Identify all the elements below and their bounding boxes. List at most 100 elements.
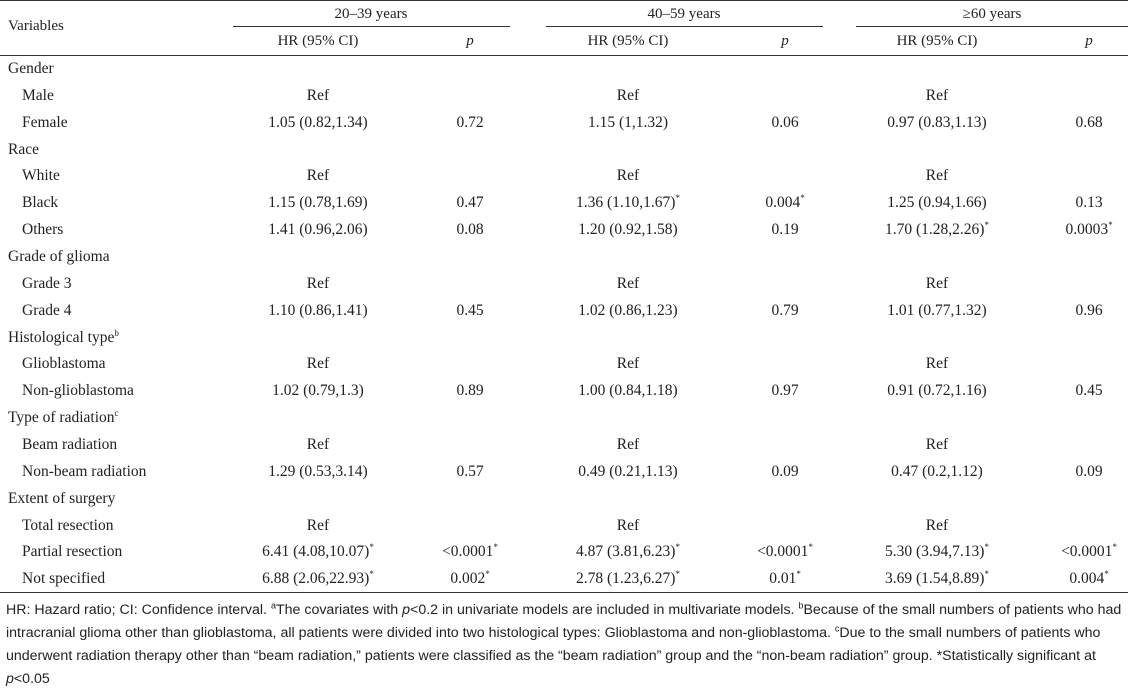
cell-value: 0.19 (771, 221, 799, 239)
hr-ci-cell: 5.30 (3.94,7.13)* (885, 539, 989, 566)
cell-value: 1.01 (0.77,1.32) (887, 301, 987, 319)
row-label-text: Beam radiation (22, 436, 118, 454)
hr-ci-cell: 1.02 (0.79,1.3) (272, 378, 364, 405)
row-group-label: Grade of glioma (8, 244, 110, 271)
hr-ci-cell: 1.36 (1.10,1.67)* (576, 190, 680, 217)
p-value-cell: 0.89 (456, 378, 483, 405)
p-value-cell: 0.79 (771, 298, 798, 325)
hr-ci-cell: 1.05 (0.82,1.34) (268, 110, 367, 137)
row-label-text: Non-beam radiation (22, 462, 147, 480)
hr-ci-cell: 1.15 (0.78,1.69) (268, 190, 367, 217)
cell-value: 0.49 (0.21,1.13) (578, 462, 678, 480)
header-group-3: ≥60 years (962, 6, 1022, 22)
significance-marker: * (369, 542, 374, 553)
cell-value: 0.06 (771, 113, 799, 131)
header-variables: Variables (8, 18, 64, 34)
row-sublabel: Non-glioblastoma (22, 378, 134, 405)
table-row: Grade 4 1.10 (0.86,1.41) 0.45 1.02 (0.86,1.… (0, 298, 1128, 325)
hr-ci-cell: Ref (617, 351, 639, 378)
header-hr-3: HR (95% CI) (896, 33, 978, 49)
cell-value: Ref (925, 274, 949, 292)
cell-value: 0.01 (769, 570, 797, 588)
cell-value: 0.47 (0.2,1.12) (891, 462, 983, 480)
p-value-cell: 0.72 (456, 110, 483, 137)
significance-marker: * (984, 569, 989, 580)
footnote-text: <0.05 (13, 671, 50, 687)
header-p-1: p (466, 33, 474, 49)
row-sublabel: Male (22, 83, 54, 110)
p-value-cell: 0.47 (456, 190, 483, 217)
hr-ci-cell: Ref (617, 163, 639, 190)
cell-value: 0.004 (765, 194, 801, 212)
header-group-2: 40–59 years (647, 6, 721, 22)
hr-ci-cell: Ref (307, 432, 329, 459)
hr-ci-cell: 1.00 (0.84,1.18) (578, 378, 677, 405)
significance-marker: * (675, 569, 680, 580)
hr-ci-cell: Ref (617, 271, 639, 298)
row-label-text: Histological type (8, 328, 115, 346)
cell-value: Ref (306, 355, 330, 373)
p-value-cell: 0.0003* (1065, 217, 1112, 244)
p-value-cell: 0.96 (1075, 298, 1102, 325)
row-sublabel: Glioblastoma (22, 351, 106, 378)
table-row: Others 1.41 (0.96,2.06) 0.08 1.20 (0.92,1.5… (0, 217, 1128, 244)
cell-value: 1.00 (0.84,1.18) (578, 382, 678, 400)
p-value-cell: 0.19 (771, 217, 798, 244)
footnote-p-italic: p (402, 602, 411, 618)
cell-value: 1.36 (1.10,1.67) (576, 194, 676, 212)
p-value-cell: 0.45 (1075, 378, 1102, 405)
significance-marker: * (485, 569, 490, 580)
significance-marker: * (1104, 569, 1109, 580)
cell-value: 0.13 (1075, 194, 1103, 212)
table-row: Beam radiation Ref Ref Ref (0, 432, 1128, 459)
table-row: Gender (0, 56, 1128, 83)
hr-ci-cell: Ref (307, 513, 329, 540)
table-row: Histological typeb (0, 325, 1128, 352)
table-row: Black 1.15 (0.78,1.69) 0.47 1.36 (1.10,1.67… (0, 190, 1128, 217)
hr-ci-cell: Ref (307, 351, 329, 378)
significance-marker: * (675, 542, 680, 553)
table-row: Total resection Ref Ref Ref (0, 513, 1128, 540)
cell-value: Ref (616, 355, 640, 373)
footnote-marker-a: a (270, 600, 276, 611)
row-label-text: Not specified (22, 570, 106, 588)
header-group-1: 20–39 years (334, 6, 408, 22)
cell-value: 6.88 (2.06,22.93) (262, 570, 370, 588)
cell-value: 1.15 (0.78,1.69) (268, 194, 368, 212)
row-sublabel: Beam radiation (22, 432, 117, 459)
table-row: Non-glioblastoma 1.02 (0.79,1.3) 0.89 1.00 … (0, 378, 1128, 405)
row-label-text: Others (22, 221, 64, 239)
cell-value: 0.08 (456, 221, 484, 239)
hr-ci-cell: Ref (307, 271, 329, 298)
significance-marker: * (369, 569, 374, 580)
cell-value: Ref (306, 436, 330, 454)
significance-marker: * (984, 220, 989, 230)
hr-ci-cell: Ref (617, 432, 639, 459)
cell-value: 0.91 (0.72,1.16) (887, 382, 987, 400)
cell-value: 0.97 (771, 382, 799, 400)
cell-value: 0.09 (771, 462, 799, 480)
cell-value: Ref (925, 516, 949, 534)
cell-value: Ref (925, 86, 949, 104)
row-group-label: Type of radiationc (8, 405, 119, 432)
hr-ci-cell: 0.49 (0.21,1.13) (578, 459, 677, 486)
row-label-text: Extent of surgery (8, 489, 116, 507)
hr-ci-cell: 1.02 (0.86,1.23) (578, 298, 677, 325)
table-row: White Ref Ref Ref (0, 163, 1128, 190)
p-value-cell: 0.68 (1075, 110, 1102, 137)
hr-ci-cell: 4.87 (3.81,6.23)* (576, 539, 680, 566)
p-value-cell: 0.09 (771, 459, 798, 486)
cell-value: Ref (925, 355, 949, 373)
table-row: Male Ref Ref Ref (0, 83, 1128, 110)
row-group-label: Histological typeb (8, 325, 119, 352)
row-sublabel: Black (22, 190, 58, 217)
cell-value: 1.15 (1,1.32) (587, 113, 669, 131)
cell-value: Ref (616, 436, 640, 454)
cell-value: 0.45 (456, 301, 484, 319)
hr-ci-cell: 1.01 (0.77,1.32) (887, 298, 986, 325)
footnote-marker-c: c (834, 623, 840, 634)
row-label-text: Female (22, 113, 68, 131)
row-label-text: Gender (8, 60, 54, 77)
footnote-marker-b: b (798, 600, 804, 611)
cell-value: 1.25 (0.94,1.66) (887, 194, 987, 212)
